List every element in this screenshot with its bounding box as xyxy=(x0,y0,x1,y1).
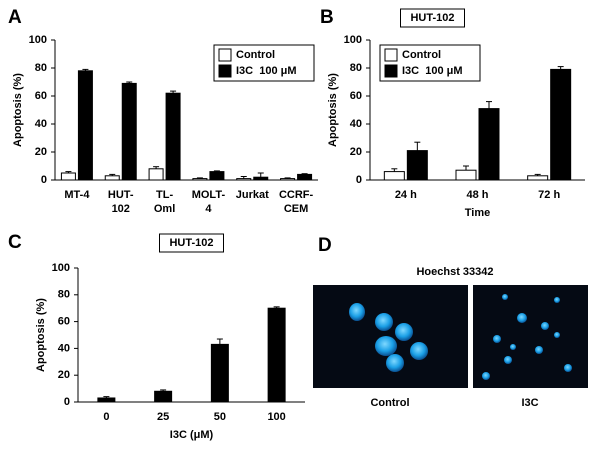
y-tick-label: 60 xyxy=(350,90,362,102)
image-title: Hoechst 33342 xyxy=(416,266,493,278)
y-axis-label: Apoptosis (%) xyxy=(327,73,339,147)
bar xyxy=(104,175,120,181)
bar-chart: B HUT-102 0 20 40 60 80 100 Apoptosis (%) 24 h 48 … xyxy=(320,7,585,219)
y-tick-label: 100 xyxy=(344,34,362,46)
x-tick-label: 72 h xyxy=(538,189,560,201)
x-tick-label: 48 h xyxy=(466,189,488,201)
y-tick-label: 60 xyxy=(58,316,70,328)
y-tick-label: 100 xyxy=(52,262,70,274)
y-tick-label: 80 xyxy=(58,289,70,301)
y-tick-label: 80 xyxy=(35,62,47,74)
bar-chart: A 0 20 40 60 80 100 Apoptosis (%) MT-4 HUT- 102 TL-… xyxy=(8,7,318,215)
chart-title: HUT-102 xyxy=(410,12,454,24)
bar xyxy=(297,173,313,181)
y-tick-label: 100 xyxy=(29,34,47,46)
chart-title: HUT-102 xyxy=(169,237,213,249)
y-tick-label: 0 xyxy=(64,396,70,408)
y-tick-label: 20 xyxy=(35,146,47,158)
x-tick-label: MOLT- xyxy=(192,189,226,201)
x-tick-label: CCRF- xyxy=(279,189,314,201)
image-caption: Control xyxy=(370,397,409,409)
x-tick-label: 24 h xyxy=(395,189,417,201)
x-tick-label: 50 xyxy=(214,411,226,423)
x-tick-label: 0 xyxy=(103,411,109,423)
y-tick-label: 40 xyxy=(58,342,70,354)
x-tick-label: HUT- xyxy=(108,189,134,201)
bar xyxy=(97,397,116,403)
x-tick-label: 4 xyxy=(205,203,212,215)
bar xyxy=(383,171,405,181)
x-tick-label: 102 xyxy=(112,203,130,215)
legend-swatch xyxy=(218,48,232,62)
bar xyxy=(121,82,137,181)
x-tick-label: Oml xyxy=(154,203,175,215)
legend-swatch xyxy=(384,64,398,78)
nuclei xyxy=(482,294,572,380)
y-tick-label: 20 xyxy=(350,146,362,158)
bar-chart: C HUT-102 0 20 40 60 80 100 Apoptosis (%) 0 25 50 10… xyxy=(8,232,305,441)
legend-label: Control xyxy=(402,49,441,61)
legend-label: Control xyxy=(236,49,275,61)
bar xyxy=(148,168,164,181)
y-tick-label: 0 xyxy=(41,174,47,186)
nuclei xyxy=(349,303,428,372)
bar xyxy=(455,169,477,181)
y-tick-label: 40 xyxy=(35,118,47,130)
legend-swatch xyxy=(218,64,232,78)
y-tick-label: 20 xyxy=(58,369,70,381)
x-tick-label: CEM xyxy=(284,203,308,215)
bar xyxy=(267,307,286,403)
bar xyxy=(550,68,572,181)
bar xyxy=(406,150,428,181)
legend-swatch xyxy=(384,48,398,62)
title-box xyxy=(159,233,224,253)
y-axis-label: Apoptosis (%) xyxy=(12,73,24,147)
x-tick-label: TL- xyxy=(156,189,173,201)
bar xyxy=(527,175,549,181)
x-axis-label: Time xyxy=(465,207,490,219)
x-tick-label: 100 xyxy=(267,411,285,423)
y-axis-label: Apoptosis (%) xyxy=(35,298,47,372)
micrograph xyxy=(473,285,588,388)
bar xyxy=(60,172,76,181)
y-tick-label: 60 xyxy=(35,90,47,102)
title-box xyxy=(400,8,465,28)
legend-label: I3C 100 μM xyxy=(402,65,463,77)
y-tick-label: 40 xyxy=(350,118,362,130)
panel-label: A xyxy=(8,7,22,28)
micrograph xyxy=(313,285,468,388)
bar xyxy=(209,171,225,181)
x-tick-label: 25 xyxy=(157,411,169,423)
legend-label: I3C 100 μM xyxy=(236,65,297,77)
bar xyxy=(478,108,500,181)
bar xyxy=(165,92,181,181)
image-caption: I3C xyxy=(521,397,538,409)
panel-label: C xyxy=(8,232,22,253)
y-tick-label: 0 xyxy=(356,174,362,186)
y-tick-label: 80 xyxy=(350,62,362,74)
panel-d: D Hoechst 33342 Control I3C xyxy=(313,235,588,409)
bar xyxy=(77,70,93,181)
bar xyxy=(210,343,229,403)
panel-label: B xyxy=(320,7,334,28)
x-axis-label: I3C (μM) xyxy=(170,429,214,441)
x-tick-label: Jurkat xyxy=(236,189,269,201)
bar xyxy=(154,390,173,403)
x-tick-label: MT-4 xyxy=(64,189,90,201)
panel-label: D xyxy=(318,235,332,256)
